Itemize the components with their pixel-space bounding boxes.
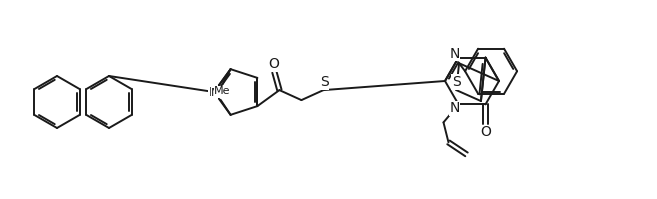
Text: N: N xyxy=(449,101,460,115)
Text: O: O xyxy=(480,125,491,139)
Text: Me: Me xyxy=(212,88,228,98)
Text: S: S xyxy=(452,75,461,89)
Text: N: N xyxy=(208,86,217,99)
Text: Me: Me xyxy=(214,86,231,96)
Text: O: O xyxy=(268,57,279,71)
Text: N: N xyxy=(449,47,460,61)
Text: S: S xyxy=(320,75,328,89)
